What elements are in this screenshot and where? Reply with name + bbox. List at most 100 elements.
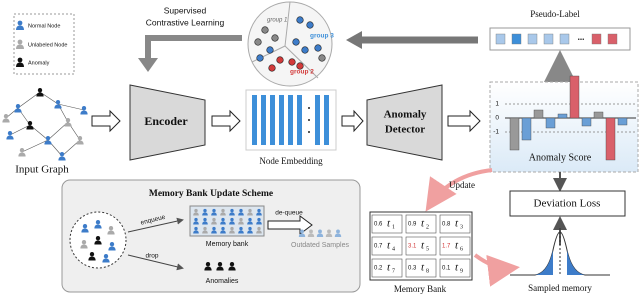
edge xyxy=(21,139,49,153)
detector xyxy=(366,84,443,161)
token-index: 7 xyxy=(392,268,395,274)
caption: Memory bank xyxy=(206,241,249,248)
caption: Sampled memory xyxy=(528,283,592,293)
tick-label: -1 xyxy=(493,129,499,136)
caption: Pseudo-Label xyxy=(530,9,580,19)
dot xyxy=(261,26,269,34)
arrow xyxy=(127,217,184,233)
score-bars xyxy=(509,75,628,161)
bank-cell xyxy=(371,236,403,256)
person-icon xyxy=(80,106,88,115)
token-index: 3 xyxy=(460,224,463,230)
person-icon xyxy=(14,104,22,113)
dot xyxy=(288,58,296,66)
bank-cell xyxy=(439,214,471,234)
person-icon xyxy=(36,88,44,97)
embedding-column xyxy=(324,95,329,145)
bank-cell xyxy=(439,236,471,256)
edge xyxy=(57,103,85,111)
block-label: Encoder xyxy=(144,114,188,128)
dot xyxy=(314,44,322,52)
score-bar xyxy=(545,117,556,129)
bank-cell xyxy=(405,214,437,234)
score-value: 0.2 xyxy=(374,266,383,272)
embedding-column xyxy=(270,95,275,145)
bank-cell xyxy=(371,258,403,278)
op-label: drop xyxy=(145,253,158,260)
block-label: Deviation Loss xyxy=(534,198,601,210)
caption: Contrastive Learning xyxy=(146,17,225,27)
dot xyxy=(308,131,310,133)
block-label: Detector xyxy=(385,124,425,136)
bell-fill xyxy=(535,250,585,275)
caption: Input Graph xyxy=(15,164,69,176)
token: t xyxy=(455,240,459,252)
token: t xyxy=(421,218,425,230)
group-label: group 3 xyxy=(310,33,334,40)
bank-cell xyxy=(371,214,403,234)
dot xyxy=(271,34,279,42)
legend-label: Unlabeled Node xyxy=(28,42,67,48)
token: t xyxy=(387,240,391,252)
caption: Node Embedding xyxy=(259,156,323,166)
score-bar xyxy=(521,117,532,141)
score-value: 0.1 xyxy=(442,266,451,272)
token: t xyxy=(421,240,425,252)
embedding-column xyxy=(315,95,320,145)
caption: Anomalies xyxy=(206,278,239,285)
token: t xyxy=(387,262,391,274)
token: t xyxy=(455,218,459,230)
person-icon xyxy=(26,121,34,130)
token: t xyxy=(421,262,425,274)
edge xyxy=(9,124,31,136)
tick-label: 0 xyxy=(495,115,499,122)
token-index: 8 xyxy=(426,268,429,274)
dot xyxy=(301,46,309,54)
arrow xyxy=(211,109,241,133)
token-index: 9 xyxy=(460,268,463,274)
score-bar xyxy=(533,109,544,119)
token-index: 4 xyxy=(392,246,395,252)
arrow xyxy=(473,253,520,287)
divider xyxy=(284,45,319,79)
person-icon xyxy=(2,114,10,123)
bank-cell xyxy=(405,236,437,256)
arrow xyxy=(91,109,121,133)
score-bar xyxy=(605,117,616,161)
dot xyxy=(292,38,300,46)
person-icon xyxy=(18,148,26,157)
dot xyxy=(308,107,310,109)
label-cell xyxy=(591,33,602,45)
score-value: 1.7 xyxy=(442,244,451,250)
token: t xyxy=(455,262,459,274)
caption: Anomaly Score xyxy=(529,152,592,163)
person-icon xyxy=(54,100,62,109)
arrow xyxy=(447,109,481,133)
arrow xyxy=(267,215,313,235)
token-index: 1 xyxy=(392,224,395,230)
score-value: 3.1 xyxy=(408,244,417,250)
tick-label: 1 xyxy=(495,101,499,108)
score-bar xyxy=(509,117,520,151)
dot xyxy=(318,54,326,62)
embedding-column xyxy=(297,95,302,145)
block-label: Anomaly xyxy=(384,109,427,121)
input-graph xyxy=(2,88,88,161)
op-label: de-queue xyxy=(275,210,303,217)
loss-box xyxy=(509,190,626,217)
arrow-head xyxy=(346,31,362,49)
edge xyxy=(17,91,41,109)
label-cell xyxy=(607,33,618,45)
legend-label: Anomaly xyxy=(28,60,50,66)
score-value: 0.9 xyxy=(408,222,417,228)
arrow xyxy=(341,109,364,133)
dot xyxy=(296,62,304,70)
memory-bank: 0.6 t 1 0.9 t 2 0.8 t 30.7 t 4 3.1 t 5 1.7 t 60.2 t 7 0.3 t 8… xyxy=(369,211,473,281)
legend-label: Normal Node xyxy=(28,23,60,29)
bank-cell xyxy=(405,258,437,278)
dot xyxy=(268,64,276,72)
score-bar xyxy=(557,113,568,119)
arrow-head xyxy=(138,58,158,72)
person-icon xyxy=(76,136,84,145)
